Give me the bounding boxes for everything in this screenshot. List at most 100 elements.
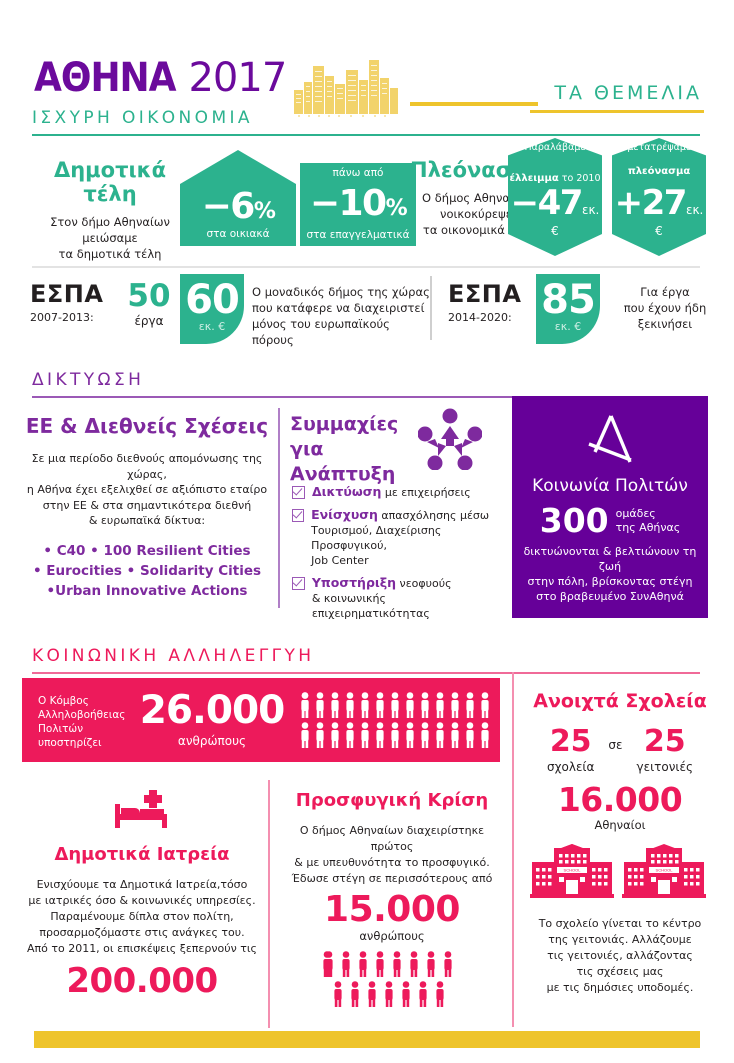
surplus-value: +27 bbox=[614, 183, 688, 223]
espa-2007-label: ΕΣΠΑ bbox=[30, 280, 104, 308]
brand-name: ΑΘΗΝΑ bbox=[34, 55, 177, 101]
hospital-bed-icon bbox=[115, 790, 167, 828]
clinics-visits-count: 200.000 bbox=[66, 961, 218, 1001]
schools-body-4: τις σχέσεις μας bbox=[576, 965, 664, 978]
checklist-item: Δικτύωση με επιχειρήσεις bbox=[292, 484, 504, 500]
schools-athenians-label: Αθηναίοι bbox=[594, 818, 646, 832]
person-icon-group bbox=[301, 692, 489, 748]
section-rule-solidarity bbox=[32, 672, 700, 674]
espa-2014-amount-card: 85 εκ. € bbox=[536, 274, 600, 344]
alliance-2-strong: Ενίσχυση bbox=[311, 507, 378, 522]
household-fee-caption: στα οικιακά bbox=[206, 228, 270, 240]
refugees-body-2: & με υπευθυνότητα το προσφυγικό. bbox=[294, 856, 490, 869]
neighbourhoods-count-label: γειτονιές bbox=[636, 760, 694, 774]
alliance-3-line2: & κοινωνικής επιχειρηματικότητας bbox=[311, 592, 430, 620]
schools-body-3: τις γειτονιές, αλλάζοντας bbox=[547, 949, 693, 962]
alliance-2-line2: Τουρισμού, Διαχείρισης Προσφυγικού, bbox=[311, 524, 442, 552]
alliance-3-rest: νεοφυούς bbox=[396, 577, 452, 590]
espa-2007-amount-unit: εκ. € bbox=[198, 320, 226, 333]
professional-fee-top-label: πάνω από bbox=[332, 167, 384, 179]
house-roof-shape bbox=[180, 150, 296, 184]
hub-people-count: 26.000 bbox=[139, 688, 286, 733]
solidarity-divider-right bbox=[512, 672, 514, 1027]
alliance-3-strong: Υποστήριξη bbox=[311, 575, 397, 590]
section-title-networking: ΔΙΚΤΥΩΣΗ bbox=[32, 370, 145, 390]
alliances-checklist: Δικτύωση με επιχειρήσεις Ενίσχυση απασχό… bbox=[292, 484, 504, 628]
espa-2014-note: Για έργα που έχουν ήδη ξεκινήσει bbox=[610, 284, 720, 332]
surplus-line-1: Ο δήμος Αθηναίων bbox=[422, 191, 530, 205]
espa-2014-note-3: ξεκινήσει bbox=[637, 317, 693, 331]
citizens-body-1: δικτυώνονται & βελτιώνουν τη ζωή bbox=[523, 545, 697, 573]
deficit-2010-card: Παραλάβαμε έλλειμμα το 2010 −47εκ.€ bbox=[508, 138, 602, 256]
checklist-item: Ενίσχυση απασχόλησης μέσω Τουρισμού, Δια… bbox=[292, 507, 504, 568]
alliance-1-rest: με επιχειρήσεις bbox=[381, 486, 471, 499]
fees-line-3: τα δημοτικά τέλη bbox=[58, 247, 162, 261]
refugees-housed-count: 15.000 bbox=[324, 889, 460, 930]
professional-fee-caption: στα επαγγελματικά bbox=[306, 229, 410, 241]
fees-line-1: Στον δήμο Αθηναίων bbox=[50, 215, 170, 229]
clinics-body-2: με ιατρικές όσο & κοινωνικές υπηρεσίες. bbox=[28, 894, 256, 907]
espa-2014-note-2: που έχουν ήδη bbox=[623, 301, 707, 315]
eu-network-item-3: •Urban Innovative Actions bbox=[46, 582, 248, 599]
refugee-crisis-block: Προσφυγική Κρίση Ο δήμος Αθηναίων διαχει… bbox=[278, 790, 506, 1011]
header-tagline: ΤΑ ΘΕΜΕΛΙΑ bbox=[554, 82, 702, 104]
people-network-icon bbox=[418, 408, 482, 470]
espa-2014-note-1: Για έργα bbox=[640, 285, 690, 299]
citizens-count-label-2: της Αθήνας bbox=[615, 521, 681, 534]
eu-relations-block: ΕΕ & Διεθνείς Σχέσεις Σε μια περίοδο διε… bbox=[22, 414, 272, 601]
refugees-body-3: Έδωσε στέγη σε περισσότερους από bbox=[291, 872, 493, 885]
espa-2007-project-count: 50 bbox=[127, 278, 171, 314]
alliances-heading-2: για Ανάπτυξη bbox=[290, 438, 396, 485]
brand-year: 2017 bbox=[188, 55, 287, 101]
espa-2007-project-unit: έργα bbox=[134, 314, 164, 328]
header-tagline-underline bbox=[530, 110, 704, 113]
deficit-top-strong: έλλειμμα bbox=[509, 173, 559, 184]
espa-2014-amount-unit: εκ. € bbox=[554, 320, 582, 333]
open-schools-block: Ανοιχτά Σχολεία 25 σχολεία σε 25 γειτονι… bbox=[520, 690, 720, 996]
solidarity-divider-middle bbox=[268, 780, 270, 1028]
municipal-clinics-block: Δημοτικά Ιατρεία Ενισχύουμε τα Δημοτικά … bbox=[20, 790, 264, 1001]
brand-logo: ΑΘΗΝΑ 2017 bbox=[34, 55, 287, 101]
clinics-body-1: Ενισχύουμε τα Δημοτικά Ιατρεία,τόσο bbox=[36, 878, 248, 891]
checkbox-checked-icon bbox=[292, 486, 305, 499]
espa-2007-note-1: Ο μοναδικός δήμος της χώρας bbox=[252, 285, 430, 299]
section-rule-economy bbox=[32, 134, 700, 136]
espa-2014-amount: 85 bbox=[541, 277, 596, 323]
surplus-line-2: νοικοκύρεψε bbox=[440, 207, 512, 221]
eu-network-item-2: • Eurocities • Solidarity Cities bbox=[32, 562, 262, 579]
alliance-2-line3: Job Center bbox=[311, 554, 369, 567]
citizens-count-label-1: ομάδες bbox=[615, 507, 656, 520]
espa-2014-label: ΕΣΠΑ bbox=[448, 280, 522, 308]
eu-relations-heading: ΕΕ & Διεθνείς Σχέσεις bbox=[25, 414, 269, 438]
synathina-a-icon bbox=[588, 415, 632, 463]
hub-people-unit: ανθρώπους bbox=[177, 734, 247, 748]
surplus-top-line-1: Το μετατρέψαμε σε bbox=[612, 142, 706, 153]
section-title-solidarity: ΚΟΙΝΩΝΙΚΗ ΑΛΛΗΛΕΓΓΥΗ bbox=[32, 646, 315, 666]
surplus-block: Πλεόνασμα Ο δήμος Αθηναίων νοικοκύρεψε τ… bbox=[396, 158, 556, 238]
alliances-heading-group: Συμμαχίες για Ανάπτυξη bbox=[290, 412, 410, 487]
surplus-top-strong: πλεόνασμα bbox=[627, 166, 691, 177]
espa-2007-amount: 60 bbox=[185, 277, 240, 323]
household-fee-card: −6% στα οικιακά bbox=[180, 150, 296, 246]
hub-label-4: υποστηρίζει bbox=[38, 737, 102, 749]
hub-label-2: Αλληλοβοήθειας bbox=[38, 709, 126, 721]
deficit-top-rest: το 2010 bbox=[558, 173, 601, 184]
espa-2007-note-3: μόνος του ευρωπαϊκούς πόρους bbox=[252, 317, 390, 347]
eu-body-1: Σε μια περίοδο διεθνούς απομόνωσης της χ… bbox=[31, 452, 263, 481]
schools-count-label: σχολεία bbox=[546, 760, 595, 774]
alliance-2-rest: απασχόλησης μέσω bbox=[377, 509, 490, 522]
schools-count: 25 bbox=[549, 724, 592, 759]
refugees-body-1: Ο δήμος Αθηναίων διαχειρίστηκε πρώτος bbox=[299, 824, 485, 853]
espa-vertical-divider bbox=[430, 276, 432, 340]
espa-2014-label-group: ΕΣΠΑ 2014-2020: bbox=[448, 280, 521, 324]
espa-2007-period: 2007-2013: bbox=[30, 311, 94, 324]
clinics-body-4: προσαρμοζόμαστε στις ανάγκες του. bbox=[39, 926, 245, 939]
citizens-body-3: στο βραβευμένο ΣυνΑθηνά bbox=[536, 590, 684, 603]
espa-divider-top bbox=[32, 266, 700, 268]
espa-2007-label-group: ΕΣΠΑ 2007-2013: bbox=[30, 280, 103, 324]
footer-bar bbox=[34, 1031, 700, 1048]
clinics-body-3: Παραμένουμε δίπλα στον πολίτη, bbox=[50, 910, 234, 923]
eu-body-3: στην ΕΕ & στα σημαντικότερα διεθνή bbox=[42, 498, 252, 512]
checklist-item: Υποστήριξη νεοφυούς & κοινωνικής επιχειρ… bbox=[292, 575, 504, 621]
schools-body-2: της γειτονιάς. Αλλάζουμε bbox=[548, 933, 692, 946]
